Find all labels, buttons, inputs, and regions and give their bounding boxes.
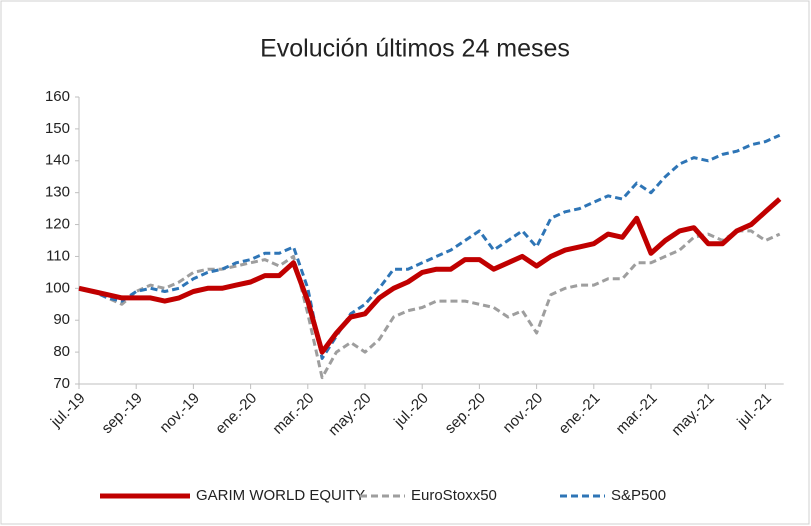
legend-label: GARIM WORLD EQUITY [196,487,365,504]
y-tick-label: 160 [45,88,70,105]
y-tick-label: 120 [45,216,70,233]
y-tick-label: 90 [53,311,70,328]
y-tick-label: 80 [53,343,70,360]
series-line [78,197,782,355]
y-tick-label: 150 [45,120,70,137]
y-tick-label: 130 [45,184,70,201]
legend-label: EuroStoxx50 [411,487,497,504]
y-tick-label: 140 [45,152,70,169]
series-line [78,133,781,360]
series-line [78,229,781,380]
y-tick-label: 70 [53,375,70,392]
y-tick-label: 110 [46,247,70,264]
y-tick-label: 100 [45,279,70,296]
chart-title: Evolución últimos 24 meses [260,35,570,63]
legend-label: S&P500 [611,487,666,504]
